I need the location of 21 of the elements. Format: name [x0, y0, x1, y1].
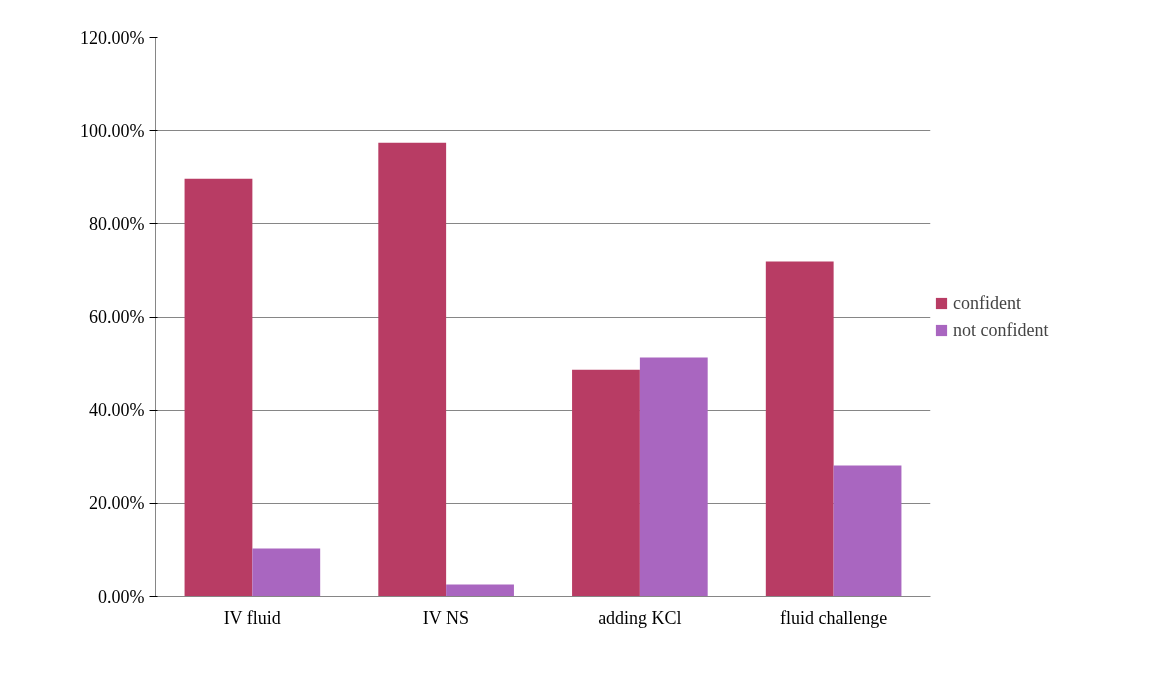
x-tick-label: IV NS [422, 607, 470, 628]
y-tick-label: 40.00% [89, 400, 145, 421]
legend-label: not confident [953, 319, 1050, 341]
bar [765, 261, 834, 597]
y-tick-label: 0.00% [98, 586, 145, 607]
x-tick-label: fluid challenge [779, 607, 888, 628]
bar [833, 465, 902, 597]
y-tick-label: 20.00% [89, 493, 145, 514]
legend-label: confident [953, 292, 1022, 314]
y-tick-label: 100.00% [80, 120, 145, 141]
x-tick-label: IV fluid [223, 607, 281, 628]
bar [378, 142, 447, 597]
bar [184, 178, 253, 597]
bar [572, 369, 640, 597]
y-tick-label: 60.00% [89, 307, 145, 327]
y-tick-label: 80.00% [89, 213, 145, 234]
bar [639, 357, 708, 597]
bar [446, 584, 514, 597]
bar [252, 548, 321, 597]
y-tick-label: 120.00% [80, 27, 145, 48]
x-tick-label: adding KCl [598, 607, 682, 628]
